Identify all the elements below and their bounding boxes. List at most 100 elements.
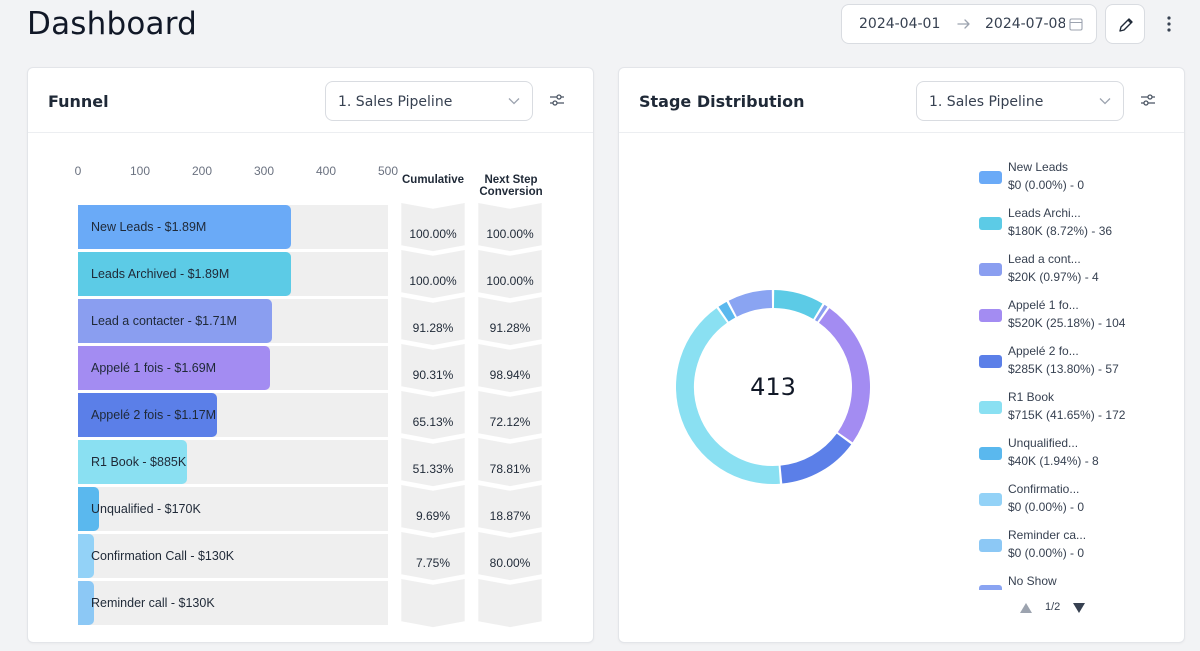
legend-name: Reminder ca... (1008, 528, 1087, 542)
legend-value: $715K (41.65%) - 172 (1008, 408, 1126, 422)
next-step-chevron (478, 203, 542, 252)
start-date[interactable]: 2024-04-01 (859, 16, 941, 32)
funnel-bar[interactable] (78, 487, 99, 531)
legend-swatch (979, 539, 1002, 552)
axis-tick: 0 (74, 164, 82, 178)
legend-name: Lead a cont... (1008, 252, 1081, 266)
page-up-icon[interactable] (1019, 602, 1033, 614)
legend-swatch (979, 401, 1002, 414)
legend-swatch (979, 585, 1002, 590)
legend-value: $285K (13.80%) - 57 (1008, 362, 1119, 376)
funnel-bar-label: Lead a contacter - $1.71M (91, 314, 237, 328)
cumulative-chevron (401, 344, 465, 393)
funnel-bar-label: New Leads - $1.89M (91, 220, 207, 234)
legend-item[interactable]: Confirmatio... $0 (0.00%) - 0 (979, 482, 1179, 522)
donut-slice[interactable] (780, 433, 852, 484)
legend-item[interactable]: Appelé 2 fo... $285K (13.80%) - 57 (979, 344, 1179, 384)
bar-track (78, 487, 388, 531)
funnel-bar[interactable] (78, 346, 271, 390)
legend-item[interactable]: No Show (979, 574, 1179, 590)
cumulative-chevron (401, 579, 465, 628)
next-step-value: 18.87% (489, 509, 531, 523)
funnel-bar[interactable] (78, 440, 188, 484)
funnel-bar-label: Appelé 2 fois - $1.17M (91, 408, 217, 422)
funnel-bar[interactable] (78, 299, 273, 343)
funnel-bar[interactable] (78, 581, 95, 625)
next-step-value: 72.12% (489, 415, 531, 429)
legend-value: $0 (0.00%) - 0 (1008, 546, 1085, 560)
legend-swatch (979, 309, 1002, 322)
next-step-value: 98.94% (489, 368, 531, 382)
funnel-pipeline-select-value: 1. Sales Pipeline (338, 94, 453, 110)
legend-value: $20K (0.97%) - 4 (1008, 270, 1099, 284)
legend-item[interactable]: New Leads $0 (0.00%) - 0 (979, 160, 1179, 200)
legend-item[interactable]: Reminder ca... $0 (0.00%) - 0 (979, 528, 1179, 568)
legend-name: Unqualified... (1008, 436, 1079, 450)
legend: New Leads $0 (0.00%) - 0 Leads Archi... $18… (979, 160, 1179, 590)
legend-item[interactable]: Lead a cont... $20K (0.97%) - 4 (979, 252, 1179, 292)
next-step-chevron (478, 344, 542, 393)
legend-item[interactable]: Appelé 1 fo... $520K (25.18%) - 104 (979, 298, 1179, 338)
donut-total: 413 (750, 373, 796, 401)
next-step-chevron (478, 297, 542, 346)
funnel-bar-label: Appelé 1 fois - $1.69M (91, 361, 217, 375)
donut-slice[interactable] (818, 308, 870, 443)
legend-item[interactable]: Leads Archi... $180K (8.72%) - 36 (979, 206, 1179, 246)
bar-track (78, 581, 388, 625)
funnel-bar[interactable] (78, 393, 217, 437)
legend-name: New Leads (1008, 160, 1069, 174)
next-step-chevron (478, 438, 542, 487)
calendar-icon (1069, 18, 1083, 31)
legend-swatch (979, 263, 1002, 276)
axis-tick: 200 (191, 164, 213, 178)
funnel-bar-label: R1 Book - $885K (91, 455, 187, 469)
donut-slice[interactable] (728, 290, 773, 317)
cumulative-value: 100.00% (409, 227, 457, 241)
axis-tick: 300 (253, 164, 275, 178)
funnel-title: Funnel (48, 92, 109, 111)
filter-settings-icon[interactable] (1139, 92, 1157, 108)
edit-dashboard-button[interactable] (1105, 4, 1145, 44)
legend-value: $520K (25.18%) - 104 (1008, 316, 1126, 330)
funnel-pipeline-select[interactable]: 1. Sales Pipeline (325, 81, 533, 121)
donut-slice[interactable] (773, 290, 823, 320)
funnel-bar[interactable] (78, 534, 95, 578)
stage-pipeline-select[interactable]: 1. Sales Pipeline (916, 81, 1124, 121)
funnel-bar-label: Confirmation Call - $130K (91, 549, 235, 563)
legend-swatch (979, 493, 1002, 506)
page-down-icon[interactable] (1072, 602, 1086, 614)
legend-value: $0 (0.00%) - 0 (1008, 178, 1085, 192)
legend-name: R1 Book (1008, 390, 1055, 404)
next-step-value: 91.28% (489, 321, 531, 335)
funnel-bar[interactable] (78, 252, 291, 296)
funnel-bar[interactable] (78, 205, 291, 249)
cumulative-value: 100.00% (409, 274, 457, 288)
cumulative-chevron (401, 297, 465, 346)
arrow-right-icon (957, 19, 970, 29)
donut-slice[interactable] (718, 301, 736, 322)
cumulative-chevron (401, 250, 465, 299)
cumulative-chevron (401, 485, 465, 534)
cumulative-value: 9.69% (415, 509, 451, 523)
donut-slice[interactable] (814, 304, 828, 322)
cumulative-value: 91.28% (412, 321, 454, 335)
more-options-icon[interactable] (1160, 14, 1178, 34)
date-range-picker[interactable]: 2024-04-01 2024-07-08 (841, 4, 1097, 44)
legend-item[interactable]: Unqualified... $40K (1.94%) - 8 (979, 436, 1179, 476)
end-date[interactable]: 2024-07-08 (985, 16, 1065, 32)
axis-tick: 100 (129, 164, 151, 178)
filter-settings-icon[interactable] (548, 92, 566, 108)
cumulative-value: 51.33% (412, 462, 454, 476)
legend-item[interactable]: R1 Book $715K (41.65%) - 172 (979, 390, 1179, 430)
legend-pager: 1/2 (1019, 600, 1099, 618)
next-step-header: Next Step Conversion (479, 174, 543, 198)
legend-swatch (979, 355, 1002, 368)
next-step-value: 100.00% (486, 274, 534, 288)
legend-page-indicator: 1/2 (1045, 601, 1061, 613)
legend-swatch (979, 447, 1002, 460)
next-step-chevron (478, 485, 542, 534)
next-step-value: 78.81% (489, 462, 531, 476)
page-title: Dashboard (27, 6, 197, 42)
funnel-bar-label: Leads Archived - $1.89M (91, 267, 230, 281)
donut-slice[interactable] (676, 308, 780, 484)
